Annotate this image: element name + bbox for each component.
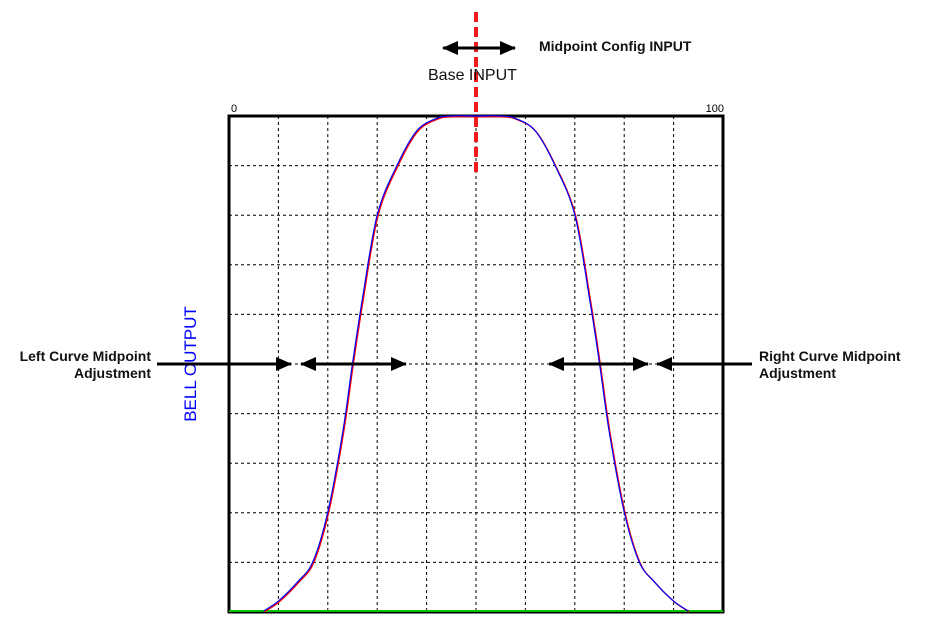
x-tick-max: 100 [706, 103, 724, 115]
right-adjust-label-line2: Adjustment [759, 365, 836, 381]
bell-curve-shadow [263, 115, 690, 613]
right-adjust-label-line1: Right Curve Midpoint [759, 348, 901, 364]
midpoint-config-label: Midpoint Config INPUT [539, 38, 692, 54]
left-adjust-label-line1: Left Curve Midpoint [20, 348, 152, 364]
left-adjust-label-line2: Adjustment [74, 365, 151, 381]
x-tick-min: 0 [231, 103, 237, 115]
bell-curve [263, 115, 689, 612]
base-input-label: Base INPUT [428, 67, 517, 84]
